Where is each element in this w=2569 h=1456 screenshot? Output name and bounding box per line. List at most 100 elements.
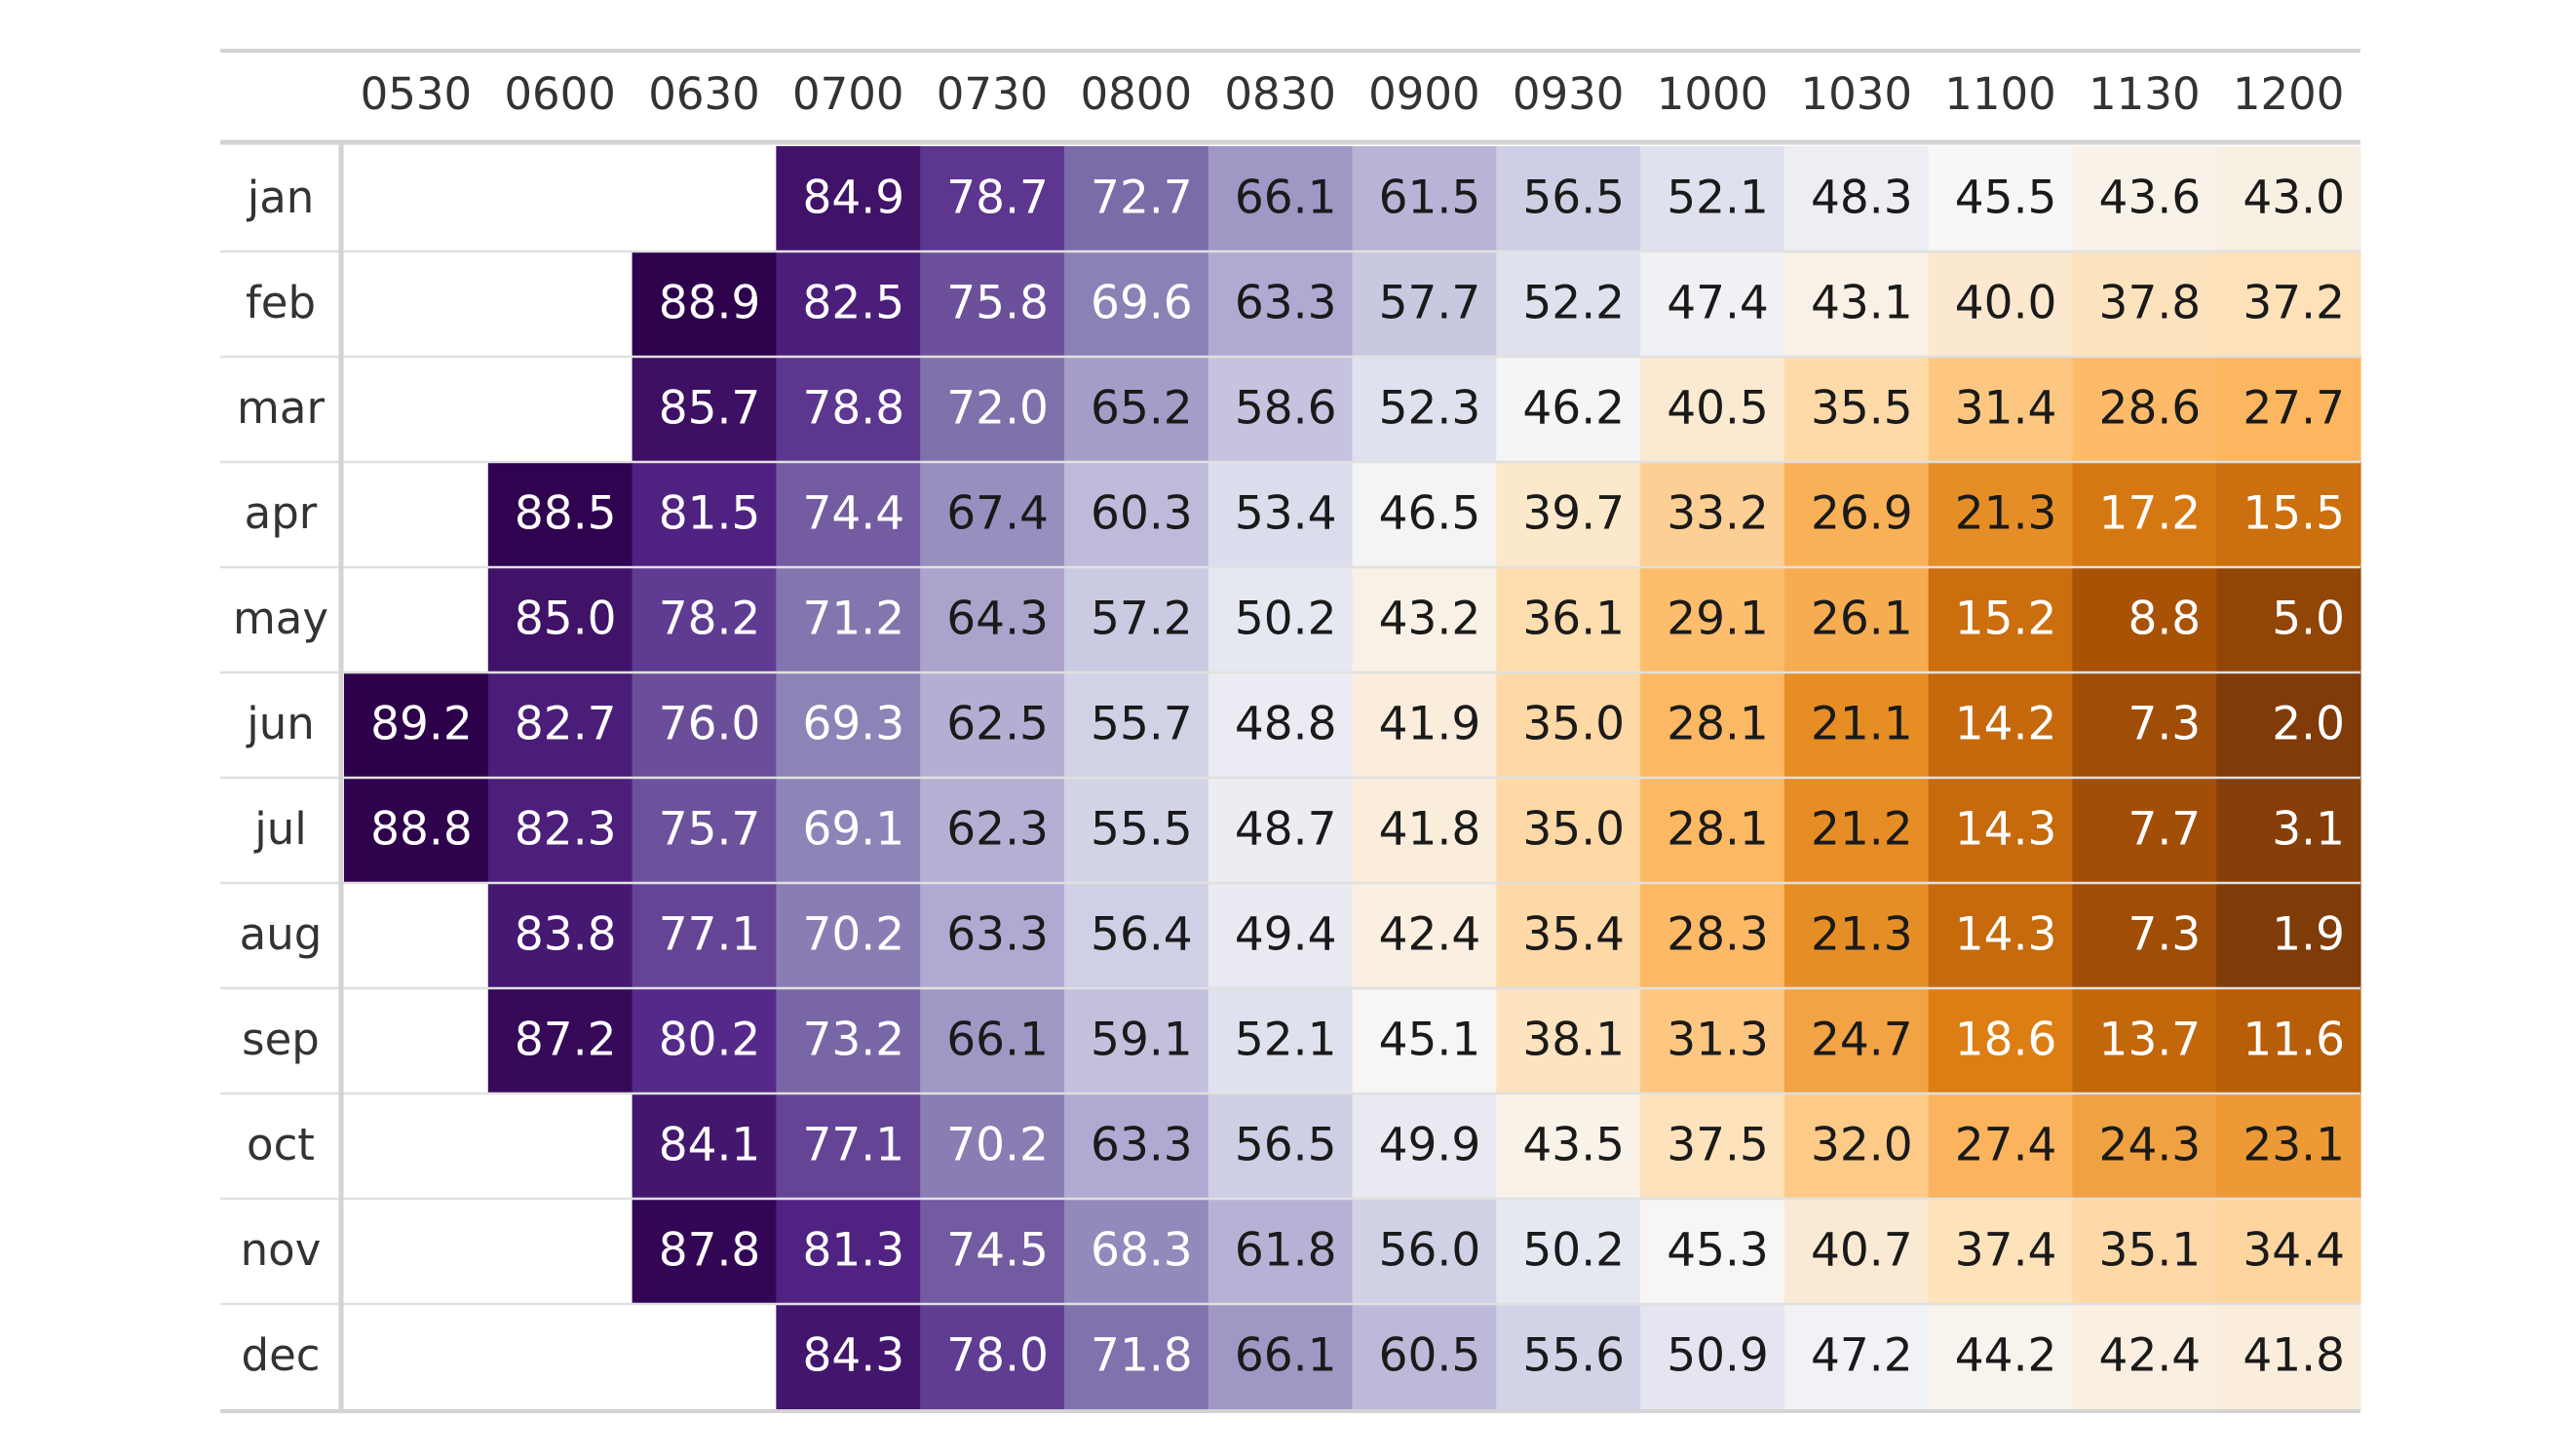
cell-value-label: 48.8 [1235,698,1337,751]
row-header-sep: sep [242,1014,320,1065]
cell-value-label: 45.1 [1379,1014,1481,1067]
cell-value-label: 61.8 [1235,1224,1337,1278]
heatmap-cell [632,988,777,1094]
heatmap-cell [1063,883,1209,989]
heatmap-cell [487,778,633,884]
cell-value-label: 37.2 [2243,277,2345,330]
heatmap-cell [776,462,921,568]
cell-value-label: 60.3 [1091,487,1193,541]
heatmap-cell [2072,1199,2217,1305]
cell-value-label: 41.9 [1379,698,1481,751]
row-header-apr: apr [245,487,318,539]
column-header-1000: 1000 [1657,68,1769,120]
heatmap-cell [2216,251,2361,358]
heatmap-cell [487,883,633,989]
cell-value-label: 35.0 [1522,803,1625,857]
heatmap-cell [2216,1304,2361,1410]
heatmap-cell [2216,357,2361,463]
cell-value-label: 43.0 [2243,172,2345,225]
cell-value-label: 41.8 [2243,1329,2345,1383]
heatmap-cell [2216,988,2361,1094]
cell-value-label: 46.2 [1522,382,1625,436]
cell-value-label: 52.2 [1522,277,1625,330]
heatmap-cell [2072,567,2217,673]
heatmap-cell [1783,462,1930,568]
cell-value-label: 42.4 [1379,908,1481,962]
row-header-jul: jul [253,803,307,855]
heatmap-cell [1063,1304,1209,1410]
cell-value-label: 14.3 [1955,908,2057,962]
heatmap-cell [1352,1304,1497,1410]
heatmap-cell [1208,567,1354,673]
heatmap-cell [1783,778,1930,884]
heatmap-cell [776,883,921,989]
cell-value-label: 21.2 [1811,803,1913,857]
row-header-jan: jan [247,172,315,223]
cell-value-label: 67.4 [946,487,1049,541]
heatmap-cell [2216,883,2361,989]
cell-value-label: 36.1 [1522,593,1625,646]
cell-value-label: 76.0 [659,698,761,751]
heatmap-cell [2216,567,2361,673]
row-header-nov: nov [241,1224,322,1276]
heatmap-cell [632,883,777,989]
cell-value-label: 40.0 [1955,277,2057,330]
cell-value-label: 29.1 [1667,593,1769,646]
cell-value-label: 75.8 [946,277,1049,330]
cell-value-label: 69.6 [1091,277,1193,330]
heatmap-cell [1640,1304,1785,1410]
heatmap-cell [776,1199,921,1305]
table-frame [220,49,2360,1413]
cell-value-label: 31.3 [1667,1014,1769,1067]
heatmap-cell [1063,778,1209,884]
cell-value-label: 50.2 [1522,1224,1625,1278]
heatmap-cell [1352,567,1497,673]
heatmap-cell [1352,672,1497,779]
heatmap-cell [1928,1093,2074,1200]
cell-value-label: 74.5 [946,1224,1049,1278]
heatmap-cell [920,567,1065,673]
row-header-oct: oct [247,1119,315,1170]
cell-value-label: 50.2 [1235,593,1337,646]
cell-value-label: 27.7 [2243,382,2345,436]
heatmap-cell [632,1093,777,1200]
heatmap-cell [344,672,489,779]
heatmap-cell [1352,357,1497,463]
heatmap-cell [632,462,777,568]
column-header-0900: 0900 [1368,68,1480,120]
cell-value-label: 88.5 [515,487,617,541]
cell-value-label: 31.4 [1955,382,2057,436]
cell-value-label: 26.9 [1811,487,1913,541]
heatmap-cell [920,672,1065,779]
cell-value-label: 84.3 [802,1329,904,1383]
cell-value-label: 85.0 [515,593,617,646]
cell-value-label: 38.1 [1522,1014,1625,1067]
heatmap-cell [920,462,1065,568]
heatmap-cell [1063,251,1209,358]
cell-value-label: 89.2 [370,698,473,751]
cell-value-label: 48.7 [1235,803,1337,857]
heatmap-cell [1783,146,1930,252]
cell-value-label: 21.3 [1955,487,2057,541]
heatmap-cell [1640,251,1785,358]
cell-value-label: 46.5 [1379,487,1481,541]
row-headers: jan feb mar apr may jun jul aug sep oct nov dec [233,172,328,1381]
cell-value-label: 87.8 [659,1224,761,1278]
heatmap-cell [1783,672,1930,779]
heatmap-cell [1208,778,1354,884]
heatmap-cell [1208,988,1354,1094]
cell-value-label: 28.1 [1667,698,1769,751]
cell-value-label: 34.4 [2243,1224,2345,1278]
heatmap-cell [920,146,1065,252]
cell-value-label: 45.3 [1667,1224,1769,1278]
cell-value-label: 81.3 [802,1224,904,1278]
cell-value-label: 53.4 [1235,487,1337,541]
heatmap-cell [1063,146,1209,252]
heatmap-cell [2216,672,2361,779]
cell-value-label: 78.8 [802,382,904,436]
heatmap-cell [1352,778,1497,884]
cell-value-label: 61.5 [1379,172,1481,225]
cell-value-label: 71.2 [802,593,904,646]
cell-value-label: 66.1 [1235,172,1337,225]
heatmap-cell [1928,146,2074,252]
